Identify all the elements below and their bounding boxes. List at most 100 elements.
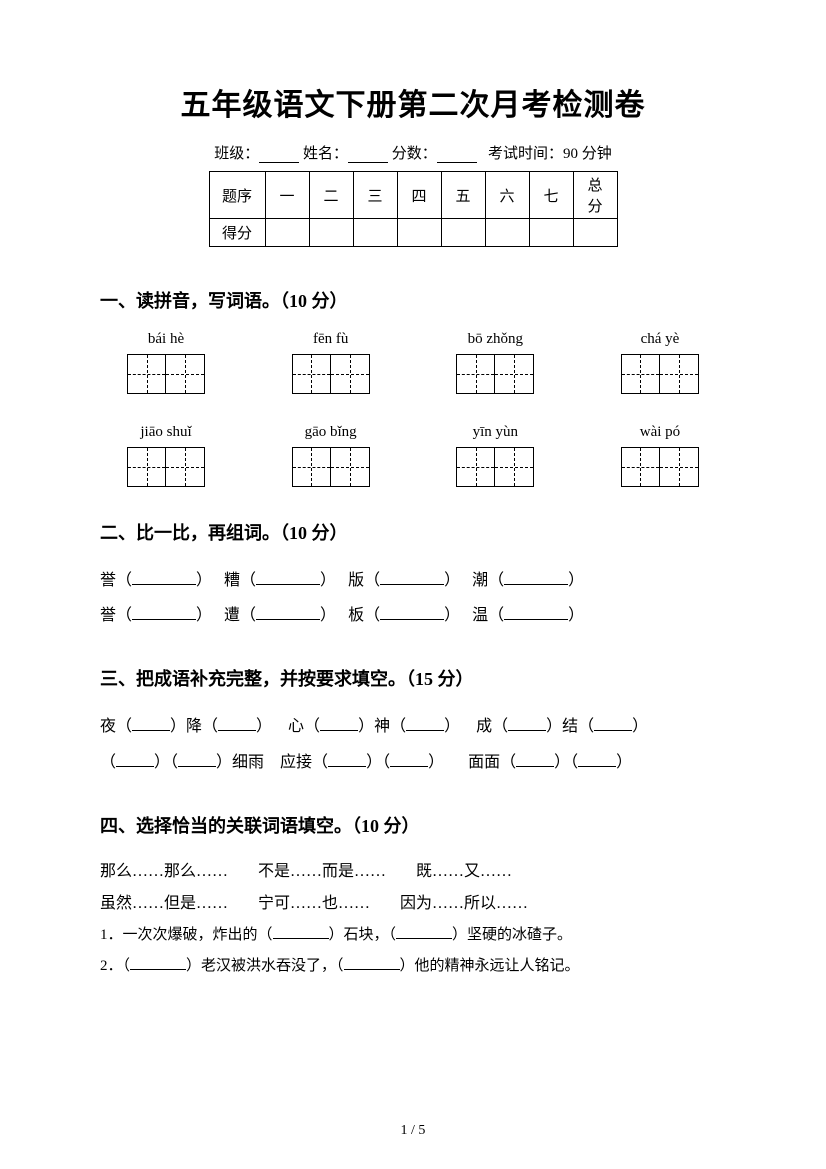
col-2: 二 [309,172,353,219]
tianzi-cell[interactable] [331,448,369,486]
tianzi-cell[interactable] [457,355,495,393]
score-blank[interactable] [437,149,477,163]
pinyin-item: bō zhǒng [435,331,555,394]
pinyin-label: bái hè [148,331,184,348]
opt: 因为……所以…… [400,895,528,912]
pinyin-grid: bái hè fēn fù bō zhǒng chá yè jiāo shuǐ gāo b… [100,331,726,487]
t: ） [320,572,348,589]
score-cell[interactable] [485,219,529,247]
tianzi-box[interactable] [292,354,370,394]
col-6: 六 [485,172,529,219]
tianzi-cell[interactable] [128,355,166,393]
t: ）结（ [546,718,594,735]
compare-blank[interactable] [504,606,568,620]
slot[interactable] [320,717,358,731]
slot[interactable] [516,753,554,767]
tianzi-cell[interactable] [293,355,331,393]
pinyin-label: jiāo shuǐ [140,424,191,441]
compare-blank[interactable] [380,571,444,585]
tianzi-cell[interactable] [622,448,660,486]
tianzi-cell[interactable] [166,355,204,393]
score-label: 分数： [392,146,437,162]
compare-char: 潮（ [472,572,504,589]
col-7: 七 [529,172,573,219]
score-cell[interactable] [441,219,485,247]
score-cell[interactable] [309,219,353,247]
compare-blank[interactable] [256,606,320,620]
slot[interactable] [132,717,170,731]
slot[interactable] [594,717,632,731]
tianzi-cell[interactable] [660,355,698,393]
tianzi-cell[interactable] [128,448,166,486]
slot[interactable] [344,957,400,970]
tianzi-cell[interactable] [660,448,698,486]
pinyin-label: chá yè [641,331,680,348]
compare-blank[interactable] [256,571,320,585]
slot[interactable] [578,753,616,767]
t: ） [616,754,632,771]
score-cell[interactable] [397,219,441,247]
tianzi-cell[interactable] [495,355,533,393]
row-header-tixu: 题序 [209,172,265,219]
tianzi-cell[interactable] [622,355,660,393]
compare-blank[interactable] [132,606,196,620]
slot[interactable] [406,717,444,731]
tianzi-box[interactable] [292,447,370,487]
tianzi-cell[interactable] [457,448,495,486]
slot[interactable] [396,926,452,939]
opt: 既……又…… [416,863,512,880]
t: ） [196,607,224,624]
compare-char: 糟（ [224,572,256,589]
class-blank[interactable] [259,149,299,163]
pinyin-item: bái hè [106,331,226,394]
t: 心（ [288,718,320,735]
page-number: 1 / 5 [0,1123,826,1139]
t: ） [428,754,444,771]
t: 2．（ [100,958,130,974]
tianzi-box[interactable] [621,354,699,394]
tianzi-cell[interactable] [293,448,331,486]
t: ）他的精神永远让人铭记。 [400,958,580,974]
slot[interactable] [178,753,216,767]
idiom-line-2: （）（）细雨 应接（）（） 面面（）（） [100,745,726,780]
tianzi-box[interactable] [456,354,534,394]
pinyin-label: bō zhǒng [468,331,523,348]
tianzi-cell[interactable] [166,448,204,486]
slot[interactable] [390,753,428,767]
t: 面面（ [468,754,516,771]
pinyin-item: gāo bǐng [271,424,391,487]
tianzi-box[interactable] [127,354,205,394]
slot[interactable] [328,753,366,767]
tianzi-box[interactable] [621,447,699,487]
compare-blank[interactable] [504,571,568,585]
pinyin-item: yīn yùn [435,424,555,487]
compare-blank[interactable] [380,606,444,620]
compare-row: 誉（） 遭（） 板（） 温（） [100,598,726,633]
score-cell[interactable] [529,219,573,247]
conj-item-2: 2．（）老汉被洪水吞没了，（）他的精神永远让人铭记。 [100,951,726,983]
tianzi-box[interactable] [127,447,205,487]
name-blank[interactable] [348,149,388,163]
t: ） [568,607,584,624]
slot[interactable] [116,753,154,767]
slot[interactable] [273,926,329,939]
compare-blank[interactable] [132,571,196,585]
slot[interactable] [130,957,186,970]
score-cell[interactable] [353,219,397,247]
score-cell[interactable] [265,219,309,247]
slot[interactable] [218,717,256,731]
score-cell[interactable] [573,219,617,247]
t: ） [256,718,272,735]
tianzi-box[interactable] [456,447,534,487]
conj-item-1: 1．一次次爆破，炸出的（）石块，（）坚硬的冰碴子。 [100,920,726,952]
tianzi-cell[interactable] [495,448,533,486]
pinyin-item: jiāo shuǐ [106,424,226,487]
t: ）细雨 [216,754,264,771]
tianzi-cell[interactable] [331,355,369,393]
page-title: 五年级语文下册第二次月考检测卷 [100,80,726,124]
slot[interactable] [508,717,546,731]
t: ） [568,572,584,589]
pinyin-label: fēn fù [313,331,348,348]
col-total: 总分 [573,172,617,219]
col-4: 四 [397,172,441,219]
